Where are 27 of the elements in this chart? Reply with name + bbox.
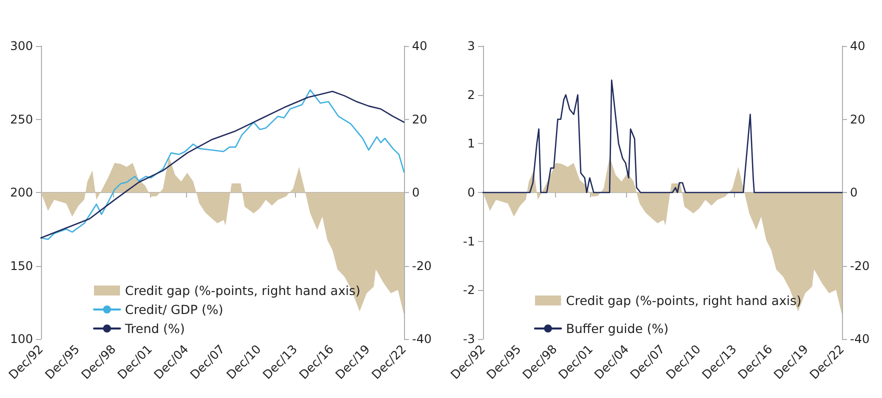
legend-label: Buffer guide (%): [566, 321, 668, 336]
y-tick-label: 300: [10, 39, 33, 53]
y2-tick-label: 20: [412, 112, 428, 126]
y2-tick-label: 0: [412, 186, 420, 200]
y2-tick-label: -40: [412, 332, 432, 346]
legend-label: Trend (%): [124, 321, 185, 336]
y2-tick-label: -40: [850, 332, 870, 346]
y-tick-label: 150: [10, 258, 33, 273]
y-tick-label: -2: [463, 283, 475, 298]
y-tick-label: 250: [10, 112, 33, 126]
y-tick-label: -3: [463, 332, 475, 346]
y-tick-label: -1: [463, 234, 475, 248]
y2-tick-label: 20: [850, 112, 866, 126]
y-tick-label: 1: [467, 136, 475, 151]
legend-label: Credit gap (%-points, right hand axis): [566, 293, 802, 308]
y-tick-label: 100: [10, 332, 33, 346]
y2-tick-label: -20: [850, 258, 870, 273]
y2-tick-label: 40: [850, 39, 866, 53]
y-tick-label: 200: [10, 186, 33, 200]
y-tick-label: 2: [467, 88, 475, 102]
y-tick-label: 3: [467, 39, 475, 53]
legend-label: Credit/ GDP (%): [125, 302, 224, 317]
y2-tick-label: 0: [850, 186, 858, 200]
y-tick-label: 0: [467, 186, 475, 200]
y2-tick-label: 40: [412, 39, 428, 53]
y2-tick-label: -20: [412, 258, 432, 273]
legend-label: Credit gap (%-points, right hand axis): [125, 283, 360, 298]
